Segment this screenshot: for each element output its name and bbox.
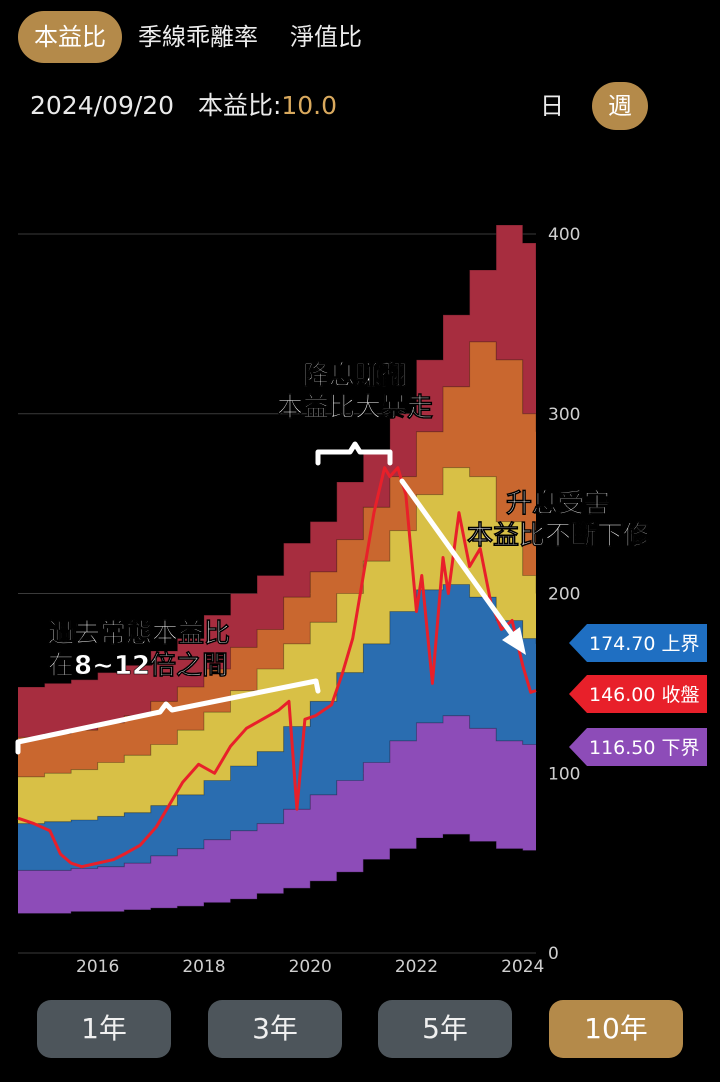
marker-tag-label: 116.50 下界 <box>589 737 700 759</box>
header-metric-value: 10.0 <box>281 91 338 120</box>
period-switch: 日 週 <box>524 82 648 130</box>
pe-band-3 <box>18 467 536 824</box>
x-tick-label: 2016 <box>76 957 119 977</box>
tab-ma-deviation[interactable]: 季線乖離率 <box>138 23 258 51</box>
band-boundary-5 <box>18 833 536 914</box>
annotation-brace-top <box>315 441 393 466</box>
x-tick-label: 2018 <box>182 957 225 977</box>
marker-0: 174.70 上界 <box>569 624 707 662</box>
pe-band-4 <box>18 584 536 871</box>
band-boundary-3 <box>18 584 537 825</box>
annotation-text: 本益比不斷下修 <box>467 520 650 551</box>
annotation-brace-left <box>15 678 321 755</box>
marker-tag-shape <box>569 728 707 766</box>
metric-tabs: 本益比 季線乖離率 淨值比 <box>18 11 378 63</box>
range-10y-button[interactable]: 10年 <box>549 1000 683 1058</box>
annotation-arrow-head <box>502 627 526 655</box>
pe-band-5 <box>18 715 536 914</box>
annotation-text: 升息受害 <box>506 488 610 519</box>
tab-pe-ratio[interactable]: 本益比 <box>18 11 122 63</box>
period-weekly-button[interactable]: 週 <box>592 82 648 130</box>
period-daily-button[interactable]: 日 <box>540 92 564 120</box>
range-3y-button[interactable]: 3年 <box>208 1000 342 1058</box>
range-selector: 1年 3年 5年 10年 <box>0 996 720 1082</box>
pe-band-chart: 0 100 200 300 400 2016 2018 2020 2022 2024 174.70 … <box>15 224 707 977</box>
marker-tag-shape <box>569 675 707 713</box>
annotation-arrow-shaft <box>399 478 519 643</box>
marker-tag-label: 174.70 上界 <box>589 633 700 655</box>
header-metric-label: 本益比: <box>197 91 282 120</box>
band-boundary-2 <box>18 467 537 778</box>
tab-pb-ratio[interactable]: 淨值比 <box>290 23 362 51</box>
price-series-line <box>17 466 537 869</box>
annotation-text: 在8~12倍之間 <box>48 650 228 681</box>
marker-2: 116.50 下界 <box>569 728 707 766</box>
y-tick-label: 300 <box>548 405 580 425</box>
range-1y-button[interactable]: 1年 <box>37 1000 171 1058</box>
y-tick-label: 0 <box>548 944 559 964</box>
y-tick-label: 100 <box>548 764 580 784</box>
header-date: 2024/09/20 <box>30 91 175 120</box>
band-boundary-4 <box>18 715 536 871</box>
marker-1: 146.00 收盤 <box>569 675 707 713</box>
y-tick-label: 400 <box>548 225 580 245</box>
x-tick-label: 2022 <box>395 957 438 977</box>
marker-tag-label: 146.00 收盤 <box>589 684 700 706</box>
y-tick-label: 200 <box>548 585 580 605</box>
x-tick-label: 2024 <box>501 957 544 977</box>
annotation-text: 過去常態本益比 <box>48 618 230 649</box>
pe-band-1 <box>18 225 536 738</box>
pe-band-2 <box>18 341 536 777</box>
x-tick-label: 2020 <box>289 957 332 977</box>
annotation-text: 降息賺翻 <box>303 360 407 391</box>
chart-header: 2024/09/20 本益比:10.0 <box>30 86 337 126</box>
range-5y-button[interactable]: 5年 <box>378 1000 512 1058</box>
band-boundary-0 <box>18 224 537 688</box>
annotation-text: 本益比大暴走 <box>277 393 433 423</box>
marker-tag-shape <box>569 624 707 662</box>
